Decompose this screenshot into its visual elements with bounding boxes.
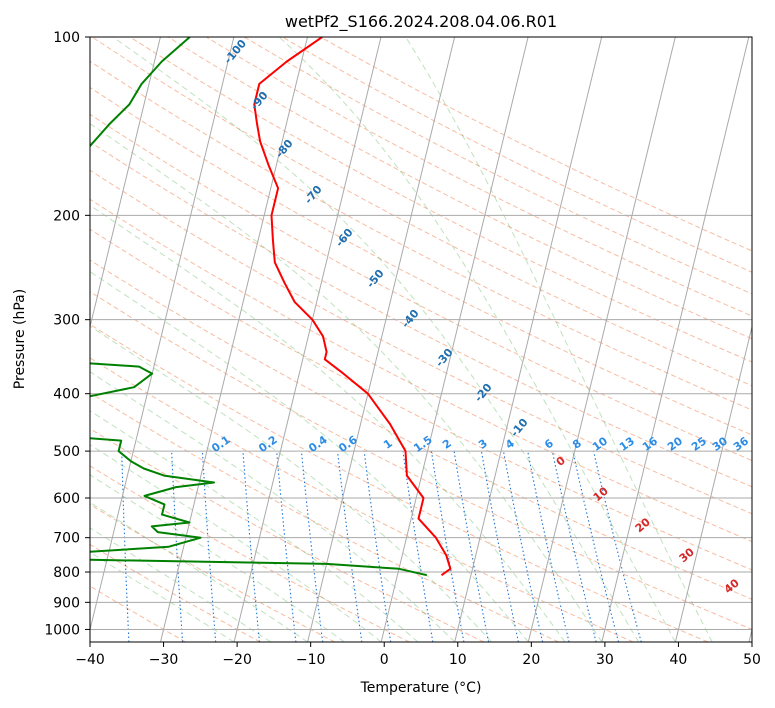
x-axis-title: Temperature (°C) [360,680,482,696]
background-lines [90,37,752,642]
mixing-ratio-line [527,450,570,642]
y-tick-label: 600 [53,491,80,507]
moist-adiabat [90,204,566,642]
isotherm [748,627,752,642]
chart-title: wetPf2_S166.2024.208.04.06.R01 [285,12,557,32]
y-tick-label: 700 [53,531,80,547]
dry-adiabat [90,291,752,630]
dry-adiabat [90,113,752,462]
x-tick-label: 50 [743,652,761,668]
plot-background [90,37,752,642]
sounding-profiles [90,37,452,577]
dry-adiabat [90,228,752,571]
x-tick-label: −10 [296,652,326,668]
plot-frame [89,36,753,643]
y-tick-label: 300 [53,313,80,329]
moist-adiabat [90,444,382,642]
mixing-ratio-line [337,451,363,642]
y-axis-title: Pressure (hPa) [12,289,28,389]
isotherm [380,37,529,642]
dry-adiabat [90,585,186,642]
x-tick-label: 40 [670,652,688,668]
x-tick-label: 20 [522,652,540,668]
moist-adiabat [90,122,603,642]
moist-adiabat [90,474,345,642]
mixing-ratio-line [300,451,324,642]
y-tick-label: 100 [53,30,80,46]
moist-adiabat [112,37,640,642]
moist-adiabat [405,37,713,642]
moist-adiabat [90,271,529,642]
mixing-ratio-line [480,451,519,642]
temperature-profile [253,37,452,577]
y-tick-label: 400 [53,387,80,403]
isotherm [454,37,603,642]
dry-adiabat [90,392,559,642]
mixing-ratio-line [363,451,392,642]
isotherm [233,37,382,642]
dewpoint-profile [90,37,428,577]
moist-adiabat [90,410,419,642]
isotherm [307,37,456,642]
y-tick-label: 1000 [44,622,80,638]
dry-adiabat [90,323,708,642]
mixing-ratio-line [242,451,261,642]
dry-adiabat [90,60,752,411]
mixing-ratio-line [502,451,544,642]
dry-adiabat [243,37,752,295]
isotherm [90,37,235,632]
x-tick-label: −40 [75,652,105,668]
x-tick-label: 30 [596,652,614,668]
moist-adiabat [278,37,676,642]
moist-adiabat [90,527,272,642]
y-tick-label: 200 [53,208,80,224]
axis-ticks: −40 −30 −20 −10 0 10 20 30 40 50 100 200 300 400 500 60… [44,30,761,668]
y-tick-label: 900 [53,595,80,611]
y-tick-label: 500 [53,444,80,460]
dry-adiabat [90,198,752,542]
x-tick-label: −20 [222,652,252,668]
isotherm [674,324,752,642]
x-tick-label: 0 [380,652,389,668]
isotherm [601,37,750,642]
dry-adiabat [90,259,752,600]
mixing-ratio-line [402,451,434,642]
mixing-ratio-line [572,450,620,642]
dry-adiabat [90,357,634,642]
dry-adiabat [90,503,336,642]
dry-adiabat [205,37,752,317]
dry-adiabat [90,86,752,436]
x-tick-label: 10 [449,652,467,668]
moist-adiabat [90,371,456,642]
dry-adiabat [90,141,752,488]
dry-adiabat [90,169,752,515]
moist-adiabat [90,551,235,642]
isotherm [90,37,161,329]
x-tick-label: −30 [149,652,179,668]
mixing-ratio-line [551,450,597,642]
isotherm [527,37,676,642]
y-tick-label: 800 [53,565,80,581]
mixing-ratio-line [276,451,297,642]
